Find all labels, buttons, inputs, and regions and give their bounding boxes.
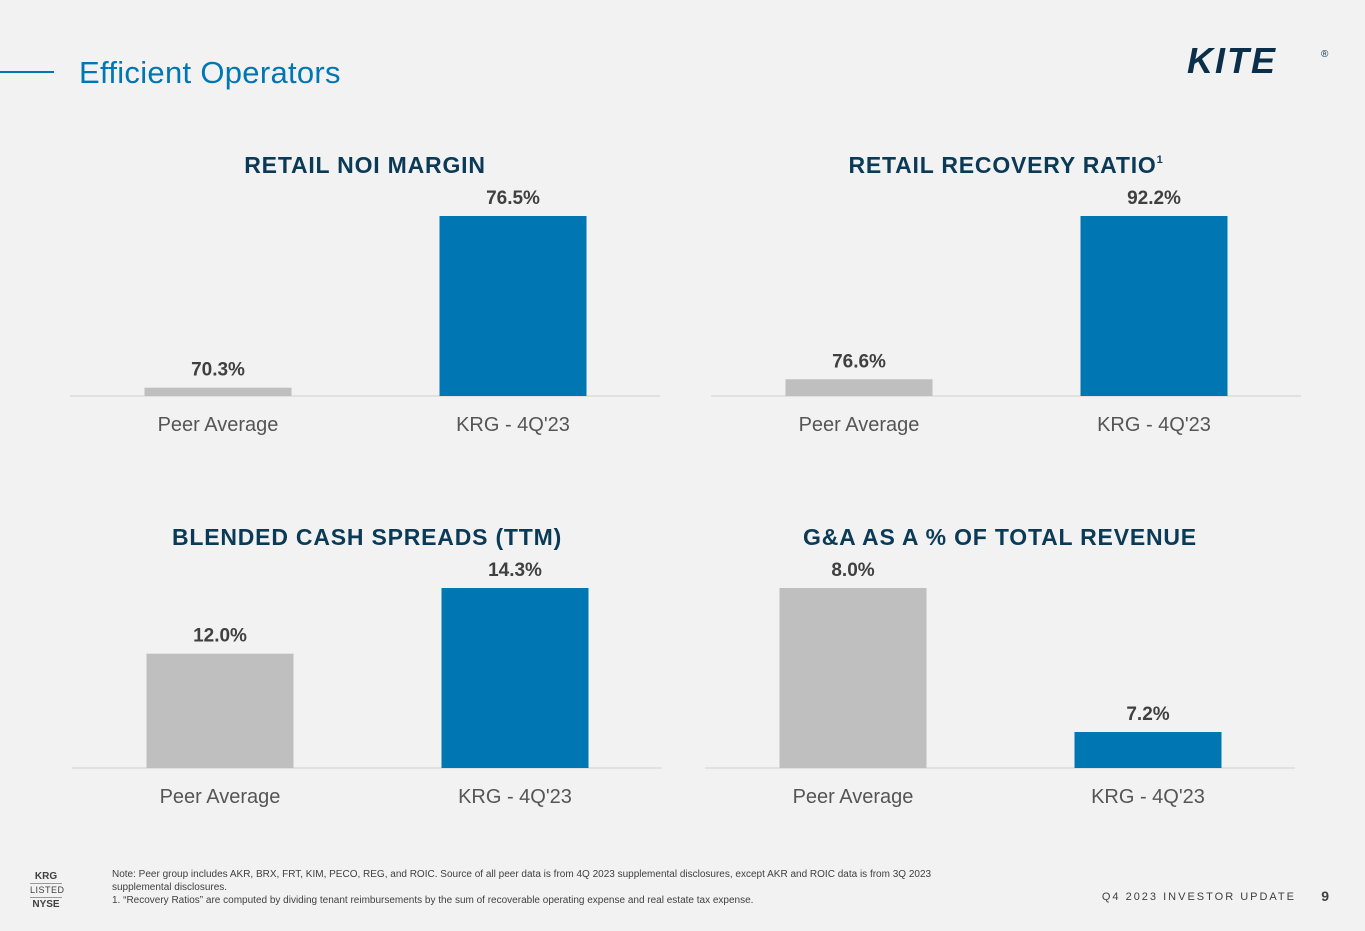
bar-krg-4q-23 — [1074, 732, 1222, 768]
bar-peer-average — [785, 379, 933, 396]
footnote-1: 1. “Recovery Ratios” are computed by div… — [112, 895, 754, 906]
chart-blended-cash-spreads: BLENDED CASH SPREADS (TTM) 12.0% Peer Aver… — [72, 524, 662, 808]
registered-mark: ® — [1321, 49, 1329, 60]
listing-ticker: KRG — [34, 871, 58, 882]
bar-peer-average — [144, 387, 292, 396]
value-label-peer-average: 70.3% — [191, 360, 245, 381]
value-label-krg-4q-23: 14.3% — [488, 560, 542, 581]
chart-title-superscript: 1 — [1157, 154, 1164, 166]
kite-logo: KITE ® — [1187, 40, 1329, 80]
nyse-listing-badge: KRG LISTED NYSE — [30, 870, 64, 911]
chart-title: RETAIL NOI MARGIN — [244, 152, 485, 178]
category-label-krg-4q-23: KRG - 4Q'23 — [1097, 414, 1211, 436]
footnotes: Note: Peer group includes AKR, BRX, FRT,… — [112, 868, 982, 907]
bar-peer-average — [146, 653, 294, 768]
value-label-krg-4q-23: 76.5% — [486, 188, 540, 209]
listing-exchange: NYSE — [32, 899, 60, 910]
value-label-peer-average: 76.6% — [832, 351, 886, 372]
category-label-krg-4q-23: KRG - 4Q'23 — [1091, 786, 1205, 808]
chart-ga-pct-revenue: G&A AS A % OF TOTAL REVENUE 8.0% Peer Aver… — [705, 524, 1295, 808]
bar-krg-4q-23 — [439, 216, 587, 396]
bar-krg-4q-23 — [441, 588, 589, 768]
bar-peer-average — [779, 588, 927, 768]
page-number: 9 — [1321, 888, 1329, 904]
category-label-peer-average: Peer Average — [158, 414, 279, 436]
title-accent-rule — [0, 71, 54, 73]
chart-title: RETAIL RECOVERY RATIO1 — [848, 152, 1163, 178]
value-label-peer-average: 12.0% — [193, 626, 247, 647]
chart-retail-recovery-ratio: RETAIL RECOVERY RATIO1 76.6% Peer Average 9… — [711, 152, 1301, 436]
footer-label: Q4 2023 INVESTOR UPDATE — [1101, 891, 1296, 903]
page-title: Efficient Operators — [79, 55, 341, 90]
value-label-krg-4q-23: 7.2% — [1126, 704, 1169, 725]
category-label-peer-average: Peer Average — [799, 414, 920, 436]
category-label-krg-4q-23: KRG - 4Q'23 — [456, 414, 570, 436]
category-label-krg-4q-23: KRG - 4Q'23 — [458, 786, 572, 808]
value-label-peer-average: 8.0% — [831, 560, 874, 581]
category-label-peer-average: Peer Average — [793, 786, 914, 808]
chart-title: BLENDED CASH SPREADS (TTM) — [172, 524, 562, 550]
footnote-note: Note: Peer group includes AKR, BRX, FRT,… — [112, 869, 932, 893]
bar-krg-4q-23 — [1080, 216, 1228, 396]
listing-listed: LISTED — [30, 883, 64, 898]
category-label-peer-average: Peer Average — [160, 786, 281, 808]
logo-wordmark: KITE — [1187, 40, 1277, 80]
chart-retail-noi-margin: RETAIL NOI MARGIN 70.3% Peer Average 76.5% K… — [70, 152, 660, 436]
chart-title: G&A AS A % OF TOTAL REVENUE — [803, 524, 1197, 550]
value-label-krg-4q-23: 92.2% — [1127, 188, 1181, 209]
